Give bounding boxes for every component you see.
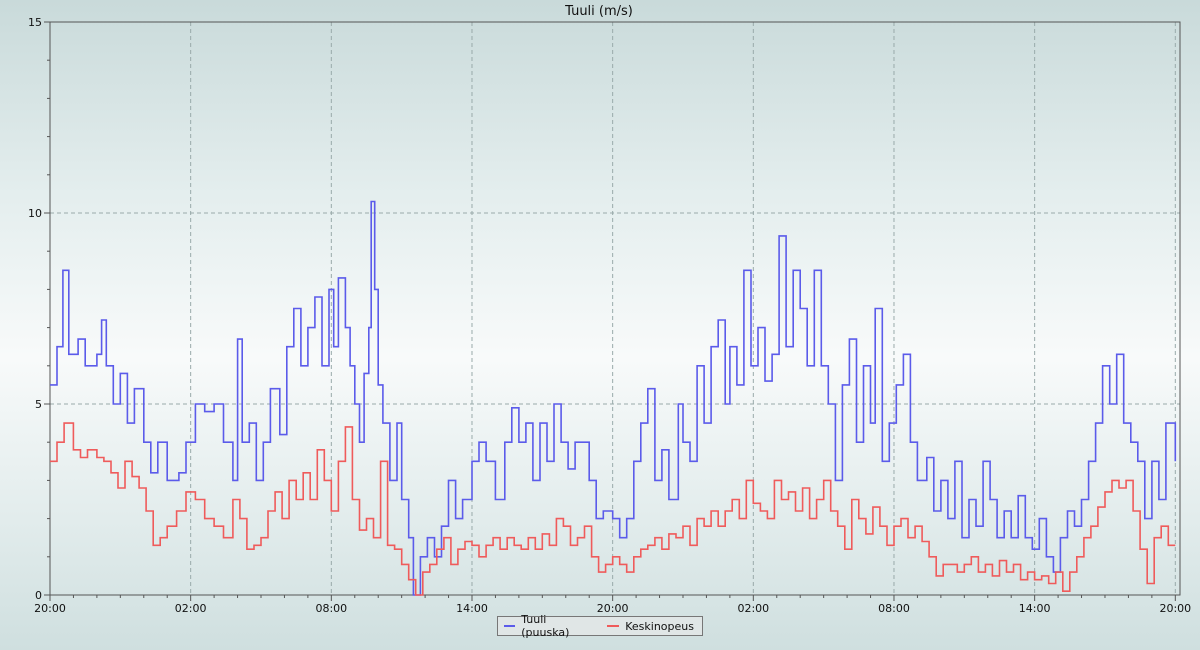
plot-frame xyxy=(49,21,1181,596)
series-line-0 xyxy=(50,200,1177,596)
legend-label-average: Keskinopeus xyxy=(625,619,694,633)
legend: Tuuli (puuska) Keskinopeus xyxy=(497,613,703,639)
series-group xyxy=(50,200,1177,596)
y-tick-label: 0 xyxy=(35,589,42,602)
y-tick-label: 5 xyxy=(35,398,42,411)
x-tick-label: 20:00 xyxy=(1159,602,1191,615)
x-tick-label: 08:00 xyxy=(878,602,910,615)
x-axis: 20:00 02:00 08:00 14:00 20:00 02:00 08:00 14:00… xyxy=(34,595,1191,615)
legend-label-gust: Tuuli (puuska) xyxy=(521,613,570,639)
x-tick-label: 02:00 xyxy=(737,602,769,615)
legend-swatch-gust xyxy=(504,625,516,627)
chart-title: Tuuli (m/s) xyxy=(564,4,633,19)
series-line-1 xyxy=(50,422,1176,596)
legend-swatch-average xyxy=(607,625,620,627)
x-tick-label: 08:00 xyxy=(315,602,347,615)
x-tick-label: 20:00 xyxy=(597,602,629,615)
x-tick-label: 14:00 xyxy=(456,602,488,615)
y-axis: 0 5 10 15 xyxy=(28,16,50,602)
legend-item-gust: Tuuli (puuska) xyxy=(504,613,593,639)
legend-item-average: Keskinopeus xyxy=(607,620,694,633)
grid xyxy=(50,22,1180,595)
x-tick-label: 14:00 xyxy=(1019,602,1051,615)
y-tick-label: 10 xyxy=(28,207,42,220)
x-tick-label: 20:00 xyxy=(34,602,66,615)
x-tick-label: 02:00 xyxy=(175,602,207,615)
y-tick-label: 15 xyxy=(28,16,42,29)
